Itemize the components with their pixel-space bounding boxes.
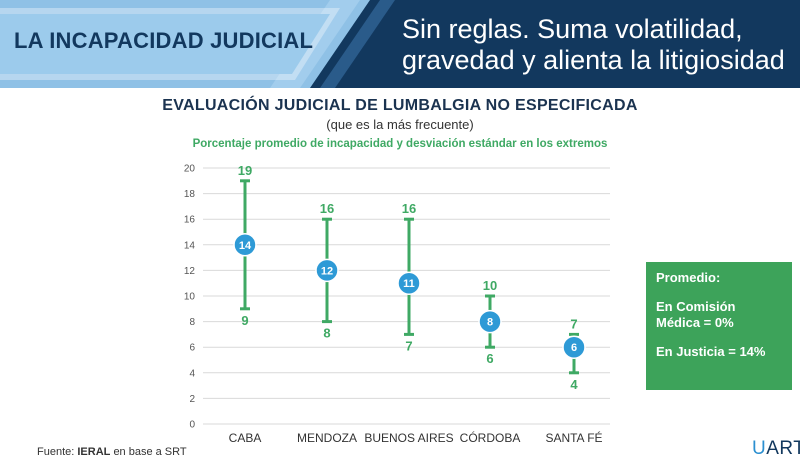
y-tick-label: 0	[189, 420, 195, 431]
info-box-comision-line-1: En Comisión	[656, 299, 736, 314]
y-tick-label: 4	[189, 368, 195, 379]
x-category-label: CABA	[229, 431, 262, 445]
banner-headline: Sin reglas. Suma volatilidad, gravedad y…	[402, 14, 792, 76]
mean-point	[478, 309, 502, 334]
source-prefix: Fuente:	[37, 446, 75, 458]
mean-point	[397, 271, 421, 295]
logo-u: U	[752, 438, 767, 459]
lower-value-label: 8	[323, 326, 330, 341]
info-box-title: Promedio:	[656, 270, 721, 285]
source-name: IERAL	[77, 446, 111, 458]
x-category-label: SANTA FÉ	[545, 430, 602, 445]
headline-line-2: gravedad y alienta la litigiosidad	[402, 45, 785, 75]
banner-decoration	[0, 0, 395, 88]
x-category-label: BUENOS AIRES	[364, 431, 453, 445]
chart-subtitle: (que es la más frecuente)	[326, 117, 474, 132]
y-tick-label: 18	[184, 189, 196, 200]
upper-value-label: 19	[238, 163, 252, 178]
info-box-justicia: En Justicia = 14%	[656, 344, 766, 359]
lower-value-label: 7	[405, 338, 412, 353]
headline-line-1: Sin reglas. Suma volatilidad,	[402, 14, 743, 44]
mean-value-label: 14	[239, 240, 252, 252]
mean-point	[233, 233, 257, 257]
y-tick-label: 16	[184, 215, 196, 226]
y-tick-label: 6	[189, 343, 195, 354]
header-banner: LA INCAPACIDAD JUDICIAL Sin reglas. Suma…	[0, 0, 800, 88]
source-suffix: en base a SRT	[113, 446, 187, 458]
lower-value-label: 4	[570, 377, 578, 392]
logo-rest: ART	[766, 438, 800, 459]
x-category-label: CÓRDOBA	[460, 430, 521, 445]
upper-value-label: 10	[483, 278, 497, 293]
mean-point	[562, 335, 586, 359]
uart-logo: UART	[752, 438, 800, 460]
y-tick-label: 12	[184, 266, 196, 277]
upper-value-label: 7	[570, 316, 577, 331]
mean-value-label: 8	[487, 317, 493, 329]
y-tick-label: 2	[189, 394, 195, 405]
mean-value-label: 6	[571, 342, 577, 354]
chart-note: Porcentaje promedio de incapacidad y des…	[192, 138, 608, 150]
upper-value-label: 16	[320, 201, 334, 216]
lower-value-label: 9	[241, 313, 248, 328]
chart-title: EVALUACIÓN JUDICIAL DE LUMBALGIA NO ESPE…	[162, 97, 638, 114]
average-info-box: Promedio: En Comisión Médica = 0% En Jus…	[646, 262, 792, 390]
y-tick-label: 20	[184, 164, 196, 175]
y-tick-label: 14	[184, 240, 196, 251]
x-category-label: MENDOZA	[297, 431, 357, 445]
mean-value-label: 12	[321, 265, 333, 277]
mean-point	[315, 258, 339, 283]
mean-value-label: 11	[403, 278, 415, 290]
y-tick-label: 10	[184, 292, 196, 303]
info-box-comision: En Comisión Médica = 0%	[656, 299, 782, 331]
source-note: Fuente: IERAL en base a SRT	[37, 446, 187, 458]
lower-value-label: 6	[486, 351, 493, 366]
y-tick-label: 8	[189, 317, 195, 328]
upper-value-label: 16	[402, 201, 416, 216]
info-box-comision-line-2: Médica = 0%	[656, 315, 734, 330]
banner-tag: LA INCAPACIDAD JUDICIAL	[14, 28, 314, 53]
